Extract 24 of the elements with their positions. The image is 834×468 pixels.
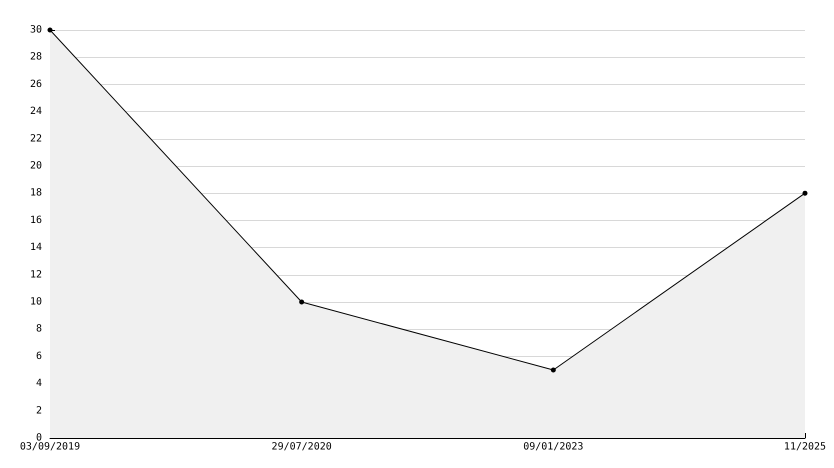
point: [48, 28, 52, 32]
y-tick-label: 14: [30, 242, 42, 254]
x-tick-label: 29/07/2020: [272, 442, 332, 452]
y-tick-label: 8: [36, 324, 42, 335]
x-tick-label: 03/09/2019: [20, 442, 80, 452]
point: [299, 300, 304, 304]
x-tick-label: 11/2025: [784, 442, 826, 452]
point: [550, 368, 556, 372]
y-tick-label: 28: [30, 52, 42, 63]
y-tick-label: 12: [30, 269, 42, 280]
y-tick-label: 30: [30, 24, 42, 36]
y-tick-label: 26: [30, 78, 42, 90]
point: [802, 190, 808, 196]
y-tick-label: 22: [30, 133, 42, 144]
y-tick-label: 0: [36, 432, 42, 444]
y-tick-label: 2: [36, 405, 42, 416]
y-tick-label: 20: [30, 160, 42, 172]
y-tick-label: 24: [30, 106, 42, 118]
y-tick-label: 16: [30, 214, 42, 226]
y-tick-label: 18: [30, 188, 42, 199]
x-tick-label: 09/01/2023: [523, 442, 584, 452]
y-tick-label: 10: [30, 296, 42, 308]
y-tick-label: 4: [36, 378, 42, 390]
y-tick-label: 6: [36, 350, 42, 362]
